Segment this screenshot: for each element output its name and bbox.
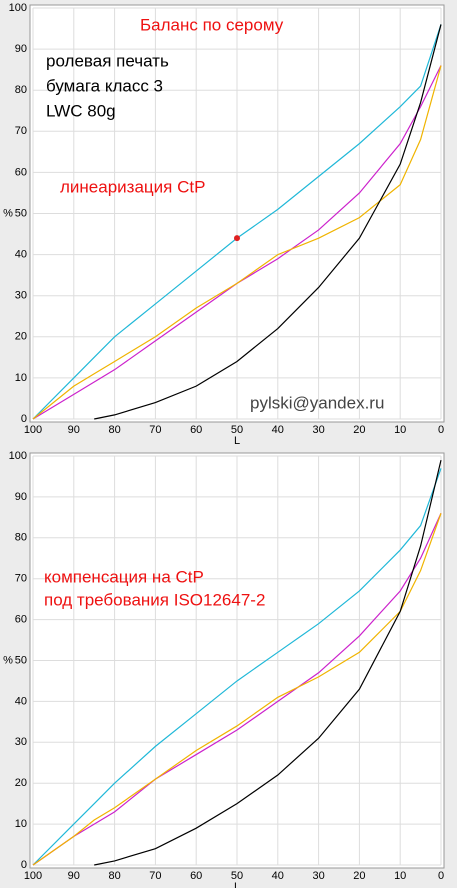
- y-tick-label: 80: [15, 84, 27, 96]
- x-tick-label: 30: [312, 424, 324, 436]
- series-line: [32, 513, 442, 866]
- y-tick-label: 40: [15, 695, 27, 707]
- x-tick-label: 0: [438, 424, 444, 436]
- x-tick-label: 10: [394, 870, 406, 882]
- y-tick-label: 100: [9, 2, 27, 14]
- x-tick-label: 80: [108, 424, 120, 436]
- y-tick-label: 30: [15, 290, 27, 302]
- x-tick-label: 50: [231, 424, 243, 436]
- series-line: [32, 65, 442, 420]
- y-tick-label: 50: [15, 654, 27, 666]
- y-tick-label: 30: [15, 736, 27, 748]
- x-tick-label: 40: [272, 424, 284, 436]
- y-tick-label: 40: [15, 249, 27, 261]
- x-tick-label: 80: [108, 870, 120, 882]
- x-tick-label: 20: [353, 870, 365, 882]
- x-tick-label: 0: [438, 870, 444, 882]
- annotation: LWC 80g: [46, 101, 116, 120]
- y-tick-label: 0: [21, 859, 27, 871]
- x-tick-label: 100: [24, 870, 42, 882]
- y-tick-label: 90: [15, 491, 27, 503]
- x-tick-label: 40: [272, 870, 284, 882]
- series-line: [94, 24, 442, 420]
- y-tick-label: 50: [15, 207, 27, 219]
- y-tick-label: 80: [15, 532, 27, 544]
- y-tick-label: 10: [15, 372, 27, 384]
- y-tick-label: 0: [21, 413, 27, 425]
- x-tick-label: 60: [190, 424, 202, 436]
- x-tick-label: 10: [394, 424, 406, 436]
- x-tick-label: 90: [68, 870, 80, 882]
- x-tick-label: 20: [353, 424, 365, 436]
- annotation: под требования ISO12647-2: [44, 590, 265, 609]
- highlight-point: [234, 235, 240, 242]
- y-tick-label: 20: [15, 331, 27, 343]
- y-tick-label: 100: [9, 450, 27, 462]
- annotation: pylski@yandex.ru: [250, 393, 384, 412]
- y-tick-label: 90: [15, 43, 27, 55]
- x-tick-label: 70: [149, 424, 161, 436]
- x-tick-label: 100: [24, 424, 42, 436]
- x-tick-label: 70: [149, 870, 161, 882]
- x-tick-label: 90: [68, 424, 80, 436]
- y-tick-label: 60: [15, 166, 27, 178]
- x-tick-label: 60: [190, 870, 202, 882]
- x-tick-label: 30: [312, 870, 324, 882]
- annotation: ролевая печать: [46, 51, 169, 70]
- annotation: линеаризация CtP: [60, 177, 205, 196]
- x-tick-label: 50: [231, 870, 243, 882]
- y-tick-label: 10: [15, 818, 27, 830]
- x-axis-label: L: [234, 881, 240, 888]
- x-axis-label: L: [234, 435, 240, 447]
- series-line: [94, 459, 442, 866]
- y-axis-label: %: [3, 654, 13, 666]
- annotation: Баланс по серому: [140, 15, 284, 34]
- y-axis-label: %: [3, 207, 13, 219]
- y-tick-label: 70: [15, 573, 27, 585]
- y-tick-label: 70: [15, 125, 27, 137]
- y-tick-label: 20: [15, 777, 27, 789]
- annotation: бумага класс 3: [46, 76, 163, 95]
- y-tick-label: 60: [15, 614, 27, 626]
- series-line: [32, 468, 442, 866]
- annotation: компенсация на CtP: [44, 567, 204, 586]
